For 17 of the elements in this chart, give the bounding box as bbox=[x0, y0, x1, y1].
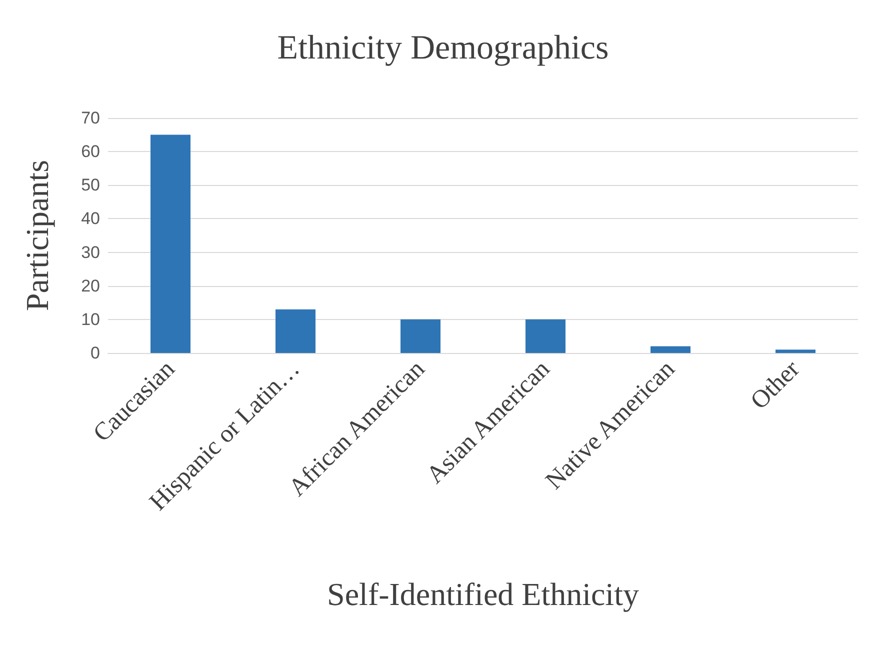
chart-title: Ethnicity Demographics bbox=[277, 30, 609, 66]
y-tick-label: 70 bbox=[81, 108, 100, 128]
y-tick-label: 40 bbox=[81, 209, 100, 228]
y-tick-label: 20 bbox=[81, 276, 100, 296]
bar bbox=[400, 319, 440, 353]
bar bbox=[526, 319, 566, 353]
y-tick-label: 0 bbox=[90, 344, 100, 362]
y-tick-label: 10 bbox=[81, 310, 100, 329]
bar bbox=[150, 134, 190, 353]
y-tick-label: 60 bbox=[81, 142, 100, 162]
y-tick-label: 30 bbox=[81, 242, 100, 262]
bar bbox=[776, 350, 816, 353]
bar bbox=[276, 309, 316, 353]
bar bbox=[650, 346, 690, 353]
x-axis-title: Self-Identified Ethnicity bbox=[327, 576, 639, 612]
y-axis-title: Participants bbox=[19, 160, 55, 312]
y-tick-label: 50 bbox=[81, 176, 100, 195]
